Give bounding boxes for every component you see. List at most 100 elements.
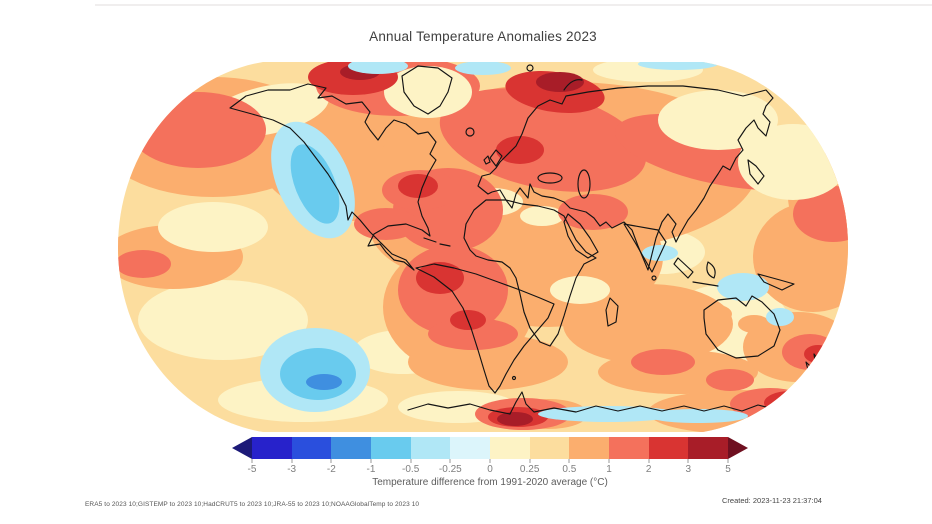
colorbar-tick-label: -3: [287, 464, 297, 475]
colorbar-segment: [252, 437, 292, 459]
colorbar-tick-label: 0.5: [562, 464, 577, 475]
anomaly-region: [823, 83, 848, 111]
coastline-caribbean: [423, 237, 451, 247]
world-map-svg: [118, 62, 848, 432]
world-map: [118, 62, 848, 432]
colorbar-tickmark: [330, 459, 332, 463]
colorbar-tick-label: 1: [606, 464, 612, 475]
coastline-japan: [747, 159, 765, 185]
colorbar-segment: [291, 437, 332, 459]
coastline-java: [692, 281, 719, 287]
anomaly-region: [384, 66, 472, 118]
coastline-svalbard: [526, 64, 534, 72]
coastline-sri-lanka: [651, 275, 657, 281]
anomaly-field: [118, 62, 848, 432]
anomaly-region: [497, 412, 533, 426]
coastline-uk: [489, 149, 503, 167]
anomaly-region: [804, 345, 832, 363]
colorbar-tickmark: [608, 459, 610, 463]
colorbar-right-arrow: [728, 437, 748, 459]
anomaly-regions-cool: [260, 62, 848, 423]
coastline-caspian-sea: [577, 169, 591, 199]
coastline-greenland: [401, 65, 453, 115]
colorbar-tickmark: [687, 459, 689, 463]
colorbar-tick-label: -2: [326, 464, 336, 475]
coastline-new-guinea: [757, 273, 795, 291]
footer-source-text: ERA5 to 2023 10;GISTEMP to 2023 10;HadCR…: [85, 501, 420, 508]
colorbar-tick-label: 2: [645, 464, 652, 475]
anomaly-region: [642, 245, 678, 261]
anomaly-region: [416, 262, 464, 294]
page-title: Annual Temperature Anomalies 2023: [369, 29, 597, 44]
colorbar-tickmark: [727, 459, 729, 463]
coastline-africa: [463, 199, 597, 347]
anomaly-region: [550, 276, 610, 304]
coastline-borneo: [706, 261, 716, 279]
colorbar-ticks: -5 -3 -2 -1 -0.5 -0.25 0 0.25 0.5 1 2 3 5: [232, 459, 748, 477]
anomaly-region: [408, 334, 568, 390]
coastline-antarctica: [407, 391, 775, 415]
colorbar-segment: [450, 437, 491, 459]
colorbar-tickmark: [251, 459, 253, 463]
coastline-eurasia: [477, 85, 774, 271]
coastline-north-america: [229, 83, 437, 271]
anomaly-region: [280, 348, 356, 400]
colorbar-segment: [569, 437, 610, 459]
colorbar-segment: [490, 437, 530, 459]
anomaly-region: [658, 90, 778, 150]
coastline-ireland: [483, 155, 491, 165]
anomaly-region: [158, 202, 268, 252]
colorbar-tickmark: [529, 459, 531, 463]
coastline-south-america: [415, 263, 555, 394]
colorbar-caption: Temperature difference from 1991-2020 av…: [372, 477, 608, 488]
anomaly-region: [520, 206, 564, 226]
colorbar-tick-label: -0.25: [438, 464, 462, 475]
anomaly-region: [706, 369, 754, 391]
colorbar-tick-label: 5: [725, 464, 731, 475]
coastline-arabia: [563, 213, 599, 259]
coastline-falklands: [511, 375, 517, 381]
anomaly-region: [538, 406, 678, 422]
anomaly-region: [563, 284, 733, 364]
colorbar-segment: [529, 437, 570, 459]
coastline-india: [623, 223, 667, 273]
colorbar-left-arrow: [232, 437, 252, 459]
anomaly-region: [306, 374, 342, 390]
anomaly-region: [138, 280, 308, 360]
colorbar-tickmark: [449, 459, 451, 463]
coastline-iceland: [465, 127, 475, 137]
anomaly-region: [692, 304, 732, 324]
coastline-sumatra: [673, 257, 694, 279]
footer-created-text: Created: 2023-11-23 21:37:04: [722, 496, 822, 505]
colorbar-tick-label: -5: [247, 464, 257, 475]
anomaly-region: [793, 186, 848, 242]
coastline-australia: [703, 295, 781, 359]
anomaly-region: [631, 349, 695, 375]
colorbar-tickmark: [568, 459, 570, 463]
anomaly-region: [290, 144, 340, 224]
colorbar-tick-label: -0.5: [402, 464, 420, 475]
colorbar-tick-label: 0.25: [519, 464, 540, 475]
anomaly-region: [789, 399, 817, 413]
colorbar-segment: [371, 437, 411, 459]
colorbar-tick-label: -1: [366, 464, 376, 475]
colorbar-segments: [252, 437, 729, 459]
colorbar-tickmark: [370, 459, 372, 463]
coastline-novaya-zemlya: [563, 79, 583, 91]
colorbar-tickmark: [410, 459, 412, 463]
top-divider-line: [95, 4, 932, 6]
colorbar-segment: [688, 437, 729, 459]
anomaly-region: [738, 124, 848, 200]
anomaly-region: [398, 174, 438, 198]
colorbar-tickmark: [291, 459, 293, 463]
coastline-madagascar: [605, 297, 619, 327]
anomaly-region: [118, 250, 171, 278]
anomaly-region: [738, 315, 770, 333]
anomaly-region: [439, 88, 647, 192]
colorbar-segment: [648, 437, 689, 459]
colorbar-tick-label: 0: [487, 464, 493, 475]
colorbar-segment: [331, 437, 372, 459]
anomaly-region: [558, 194, 628, 230]
colorbar-tick-label: 3: [685, 464, 692, 475]
